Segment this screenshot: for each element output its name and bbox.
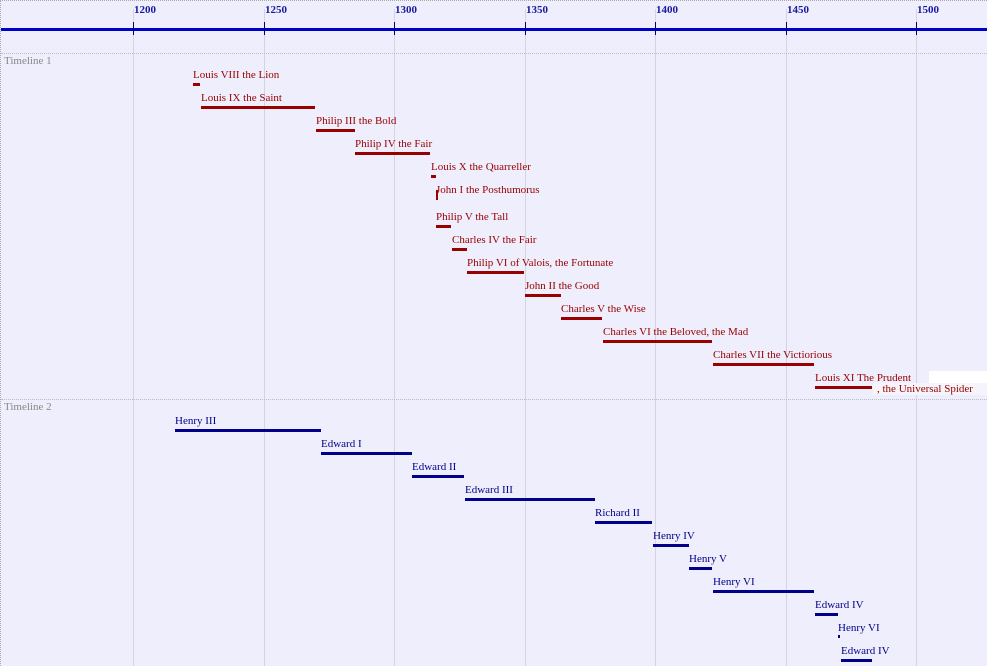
event-bar[interactable] bbox=[175, 429, 321, 432]
event-label[interactable]: Edward IV bbox=[841, 645, 890, 657]
event-label[interactable]: Louis XI The Prudent bbox=[815, 372, 912, 384]
time-axis[interactable] bbox=[1, 28, 987, 31]
event-bar[interactable] bbox=[193, 83, 200, 86]
gridline-1400 bbox=[655, 9, 656, 666]
gridline-1350 bbox=[525, 9, 526, 666]
event-label[interactable]: Henry V bbox=[689, 553, 727, 565]
label-overflow-box bbox=[929, 371, 987, 383]
tick-1200 bbox=[133, 22, 134, 35]
event-label[interactable]: Henry VI bbox=[838, 622, 880, 634]
event-bar[interactable] bbox=[713, 363, 814, 366]
gridline-1250 bbox=[264, 9, 265, 666]
event-label[interactable]: Edward I bbox=[321, 438, 362, 450]
label-overflow-box bbox=[873, 383, 987, 395]
event-bar[interactable] bbox=[595, 521, 652, 524]
event-bar[interactable] bbox=[436, 190, 438, 200]
event-label[interactable]: John I the Posthumorus bbox=[436, 184, 540, 196]
tick-1450 bbox=[786, 22, 787, 35]
event-label-continuation: , the Universal Spider bbox=[877, 383, 973, 395]
event-label[interactable]: Louis X the Quarreller bbox=[431, 161, 531, 173]
event-label[interactable]: Edward IV bbox=[815, 599, 864, 611]
event-bar[interactable] bbox=[431, 175, 436, 178]
tick-label: 1200 bbox=[134, 4, 156, 16]
event-label[interactable]: Philip III the Bold bbox=[316, 115, 397, 127]
tick-1250 bbox=[264, 22, 265, 35]
event-label[interactable]: Charles IV the Fair bbox=[452, 234, 537, 246]
event-bar[interactable] bbox=[603, 340, 712, 343]
band-separator bbox=[1, 53, 987, 54]
band-label-timeline-1: Timeline 1 bbox=[4, 55, 52, 67]
tick-1300 bbox=[394, 22, 395, 35]
event-label[interactable]: Edward II bbox=[412, 461, 457, 473]
tick-label: 1250 bbox=[265, 4, 287, 16]
event-bar[interactable] bbox=[841, 659, 872, 662]
event-bar[interactable] bbox=[713, 590, 814, 593]
gridline-1200 bbox=[133, 9, 134, 666]
event-bar[interactable] bbox=[653, 544, 689, 547]
gridline-1450 bbox=[786, 9, 787, 666]
tick-1350 bbox=[525, 22, 526, 35]
event-bar[interactable] bbox=[561, 317, 602, 320]
event-label[interactable]: Charles VII the Victiorious bbox=[713, 349, 832, 361]
event-bar[interactable] bbox=[452, 248, 467, 251]
event-label[interactable]: Louis IX the Saint bbox=[201, 92, 282, 104]
event-label[interactable]: John II the Good bbox=[525, 280, 600, 292]
tick-label: 1350 bbox=[526, 4, 548, 16]
event-label[interactable]: Henry III bbox=[175, 415, 217, 427]
tick-label: 1400 bbox=[656, 4, 678, 16]
event-bar[interactable] bbox=[201, 106, 315, 109]
event-label[interactable]: Henry IV bbox=[653, 530, 695, 542]
event-label[interactable]: Charles VI the Beloved, the Mad bbox=[603, 326, 749, 338]
event-label[interactable]: Edward III bbox=[465, 484, 513, 496]
event-label[interactable]: Henry VI bbox=[713, 576, 755, 588]
event-bar[interactable] bbox=[815, 613, 838, 616]
event-bar[interactable] bbox=[316, 129, 355, 132]
event-bar[interactable] bbox=[525, 294, 561, 297]
tick-label: 1300 bbox=[395, 4, 417, 16]
gridline-1500 bbox=[916, 9, 917, 666]
tick-1400 bbox=[655, 22, 656, 35]
event-bar[interactable] bbox=[467, 271, 524, 274]
event-label[interactable]: Louis VIII the Lion bbox=[193, 69, 280, 81]
event-bar[interactable] bbox=[355, 152, 430, 155]
event-bar[interactable] bbox=[436, 225, 451, 228]
tick-label: 1500 bbox=[917, 4, 939, 16]
event-label[interactable]: Philip IV the Fair bbox=[355, 138, 433, 150]
event-bar[interactable] bbox=[465, 498, 595, 501]
tick-label: 1450 bbox=[787, 4, 809, 16]
event-bar[interactable] bbox=[412, 475, 464, 478]
event-bar[interactable] bbox=[815, 386, 872, 389]
event-label[interactable]: Philip V the Tall bbox=[436, 211, 509, 223]
event-bar[interactable] bbox=[838, 635, 840, 638]
event-label[interactable]: Charles V the Wise bbox=[561, 303, 646, 315]
tick-1500 bbox=[916, 22, 917, 35]
band-label-timeline-2: Timeline 2 bbox=[4, 401, 52, 413]
gridline-1300 bbox=[394, 9, 395, 666]
event-label[interactable]: Richard II bbox=[595, 507, 640, 519]
event-bar[interactable] bbox=[321, 452, 412, 455]
band-separator bbox=[1, 399, 987, 400]
event-label[interactable]: Philip VI of Valois, the Fortunate bbox=[467, 257, 614, 269]
event-bar[interactable] bbox=[689, 567, 712, 570]
